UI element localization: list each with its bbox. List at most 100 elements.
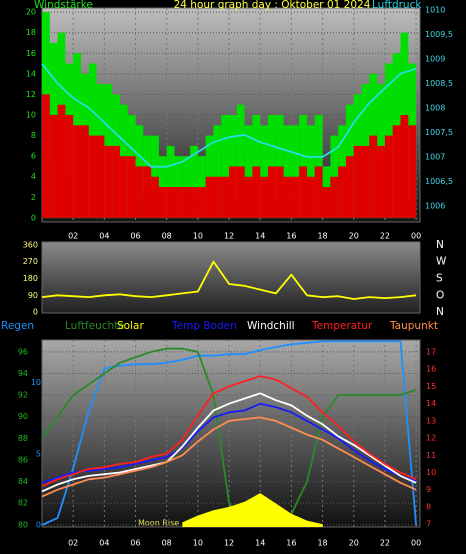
bar [236, 104, 245, 218]
bar [260, 125, 269, 218]
bar [384, 135, 393, 218]
bar [213, 176, 222, 218]
y-tick-label: 88 [18, 434, 28, 443]
legend-entry: Solar [117, 320, 144, 332]
bar [314, 166, 323, 218]
bar [158, 187, 167, 218]
x-tick-label: 14 [255, 539, 265, 548]
line [41, 402, 417, 484]
bar [213, 125, 222, 218]
y-tick-label: 96 [18, 347, 28, 356]
x-tick-label: 16 [286, 232, 296, 241]
y-tick-label: 12 [26, 90, 36, 99]
y2-tick-label: N [436, 239, 444, 251]
x-tick-label: 10 [193, 232, 203, 241]
bar [166, 187, 175, 218]
y-tick-label: 16 [26, 49, 36, 58]
bar [143, 166, 152, 218]
bar [229, 166, 237, 218]
x-tick-label: 08 [162, 539, 172, 548]
x-tick-label: 06 [130, 232, 140, 241]
bar [330, 176, 339, 218]
y2-tick-label: 1006 [425, 201, 445, 210]
bar [392, 125, 401, 218]
legend-entry: Luftfeuchte [65, 320, 125, 332]
y-tick-label: 90 [28, 291, 38, 300]
bar [174, 187, 183, 218]
chart-title: 24 hour graph day : Oktober 01 2024 [174, 0, 371, 11]
y-tick-label: 10 [26, 111, 36, 120]
y-tick-label: 92 [18, 391, 28, 400]
bar [88, 135, 97, 218]
bar [151, 176, 159, 218]
legend-entry: Regen [1, 320, 34, 332]
y2-tick-label: 1007,5 [425, 128, 453, 137]
bar [80, 125, 89, 218]
bar [190, 145, 198, 218]
annotation: Moon Rise [138, 519, 179, 528]
bar [236, 166, 245, 218]
y-tick-label: 20 [26, 8, 36, 17]
x-tick-label: 12 [224, 232, 234, 241]
y-tick-label: 84 [18, 477, 28, 486]
line [41, 416, 417, 498]
y2-tick-label: 1008 [425, 103, 445, 112]
x-tick-label: 00 [411, 232, 421, 241]
x-tick-label: 10 [193, 539, 203, 548]
bar [127, 156, 136, 218]
y-tick-label: 18 [26, 28, 36, 37]
bar [291, 125, 300, 218]
y2-tick-label: 17 [426, 348, 436, 357]
y2-tick-label: 8 [426, 502, 431, 511]
bar [377, 145, 385, 218]
y-tick-label: 80 [18, 520, 28, 529]
bar [299, 166, 307, 218]
bar [283, 125, 292, 218]
bar [65, 115, 74, 218]
x-tick-label: 14 [255, 232, 265, 241]
bar [268, 166, 276, 218]
y-tick-label: 14 [26, 69, 36, 78]
y2-tick-label: 1009,5 [425, 30, 453, 39]
y-tick-label: 0 [33, 308, 38, 317]
y-tick-label: 270 [23, 257, 38, 266]
y-tick-label: 2 [31, 193, 36, 202]
x-tick-label: 16 [286, 539, 296, 548]
bar [166, 145, 175, 218]
y2-tick-label: 12 [426, 434, 436, 443]
plot-area [41, 339, 421, 528]
line [41, 375, 417, 488]
y3-tick-label: 10 [31, 378, 41, 387]
line [41, 260, 417, 300]
line [41, 392, 417, 493]
y2-tick-label: 10 [426, 468, 436, 477]
bar [49, 115, 58, 218]
bar [408, 125, 417, 218]
x-tick-label: 22 [380, 539, 390, 548]
line [41, 63, 417, 168]
bar [345, 156, 354, 218]
y3-tick-label: 5 [36, 449, 41, 458]
bar [119, 156, 128, 218]
bar [205, 176, 214, 218]
bar [182, 187, 191, 218]
y-tick-label: 94 [18, 369, 28, 378]
legend-entry: Taupunkt [389, 320, 438, 332]
y2-tick-label: 1008,5 [425, 79, 453, 88]
bar [221, 115, 230, 218]
bar [306, 125, 315, 218]
y2-tick-label: 15 [426, 382, 436, 391]
bar [306, 176, 315, 218]
bar [322, 187, 331, 218]
bar [112, 145, 120, 218]
x-tick-label: 04 [99, 539, 109, 548]
axis-label: Windstärke [34, 0, 93, 11]
bar [244, 176, 253, 218]
bar [260, 176, 269, 218]
line [41, 347, 417, 526]
y2-tick-label: 16 [426, 365, 436, 374]
legend-entry: Temperatur [311, 320, 373, 332]
bar [369, 135, 378, 218]
bar [42, 94, 50, 218]
bar [135, 166, 144, 218]
